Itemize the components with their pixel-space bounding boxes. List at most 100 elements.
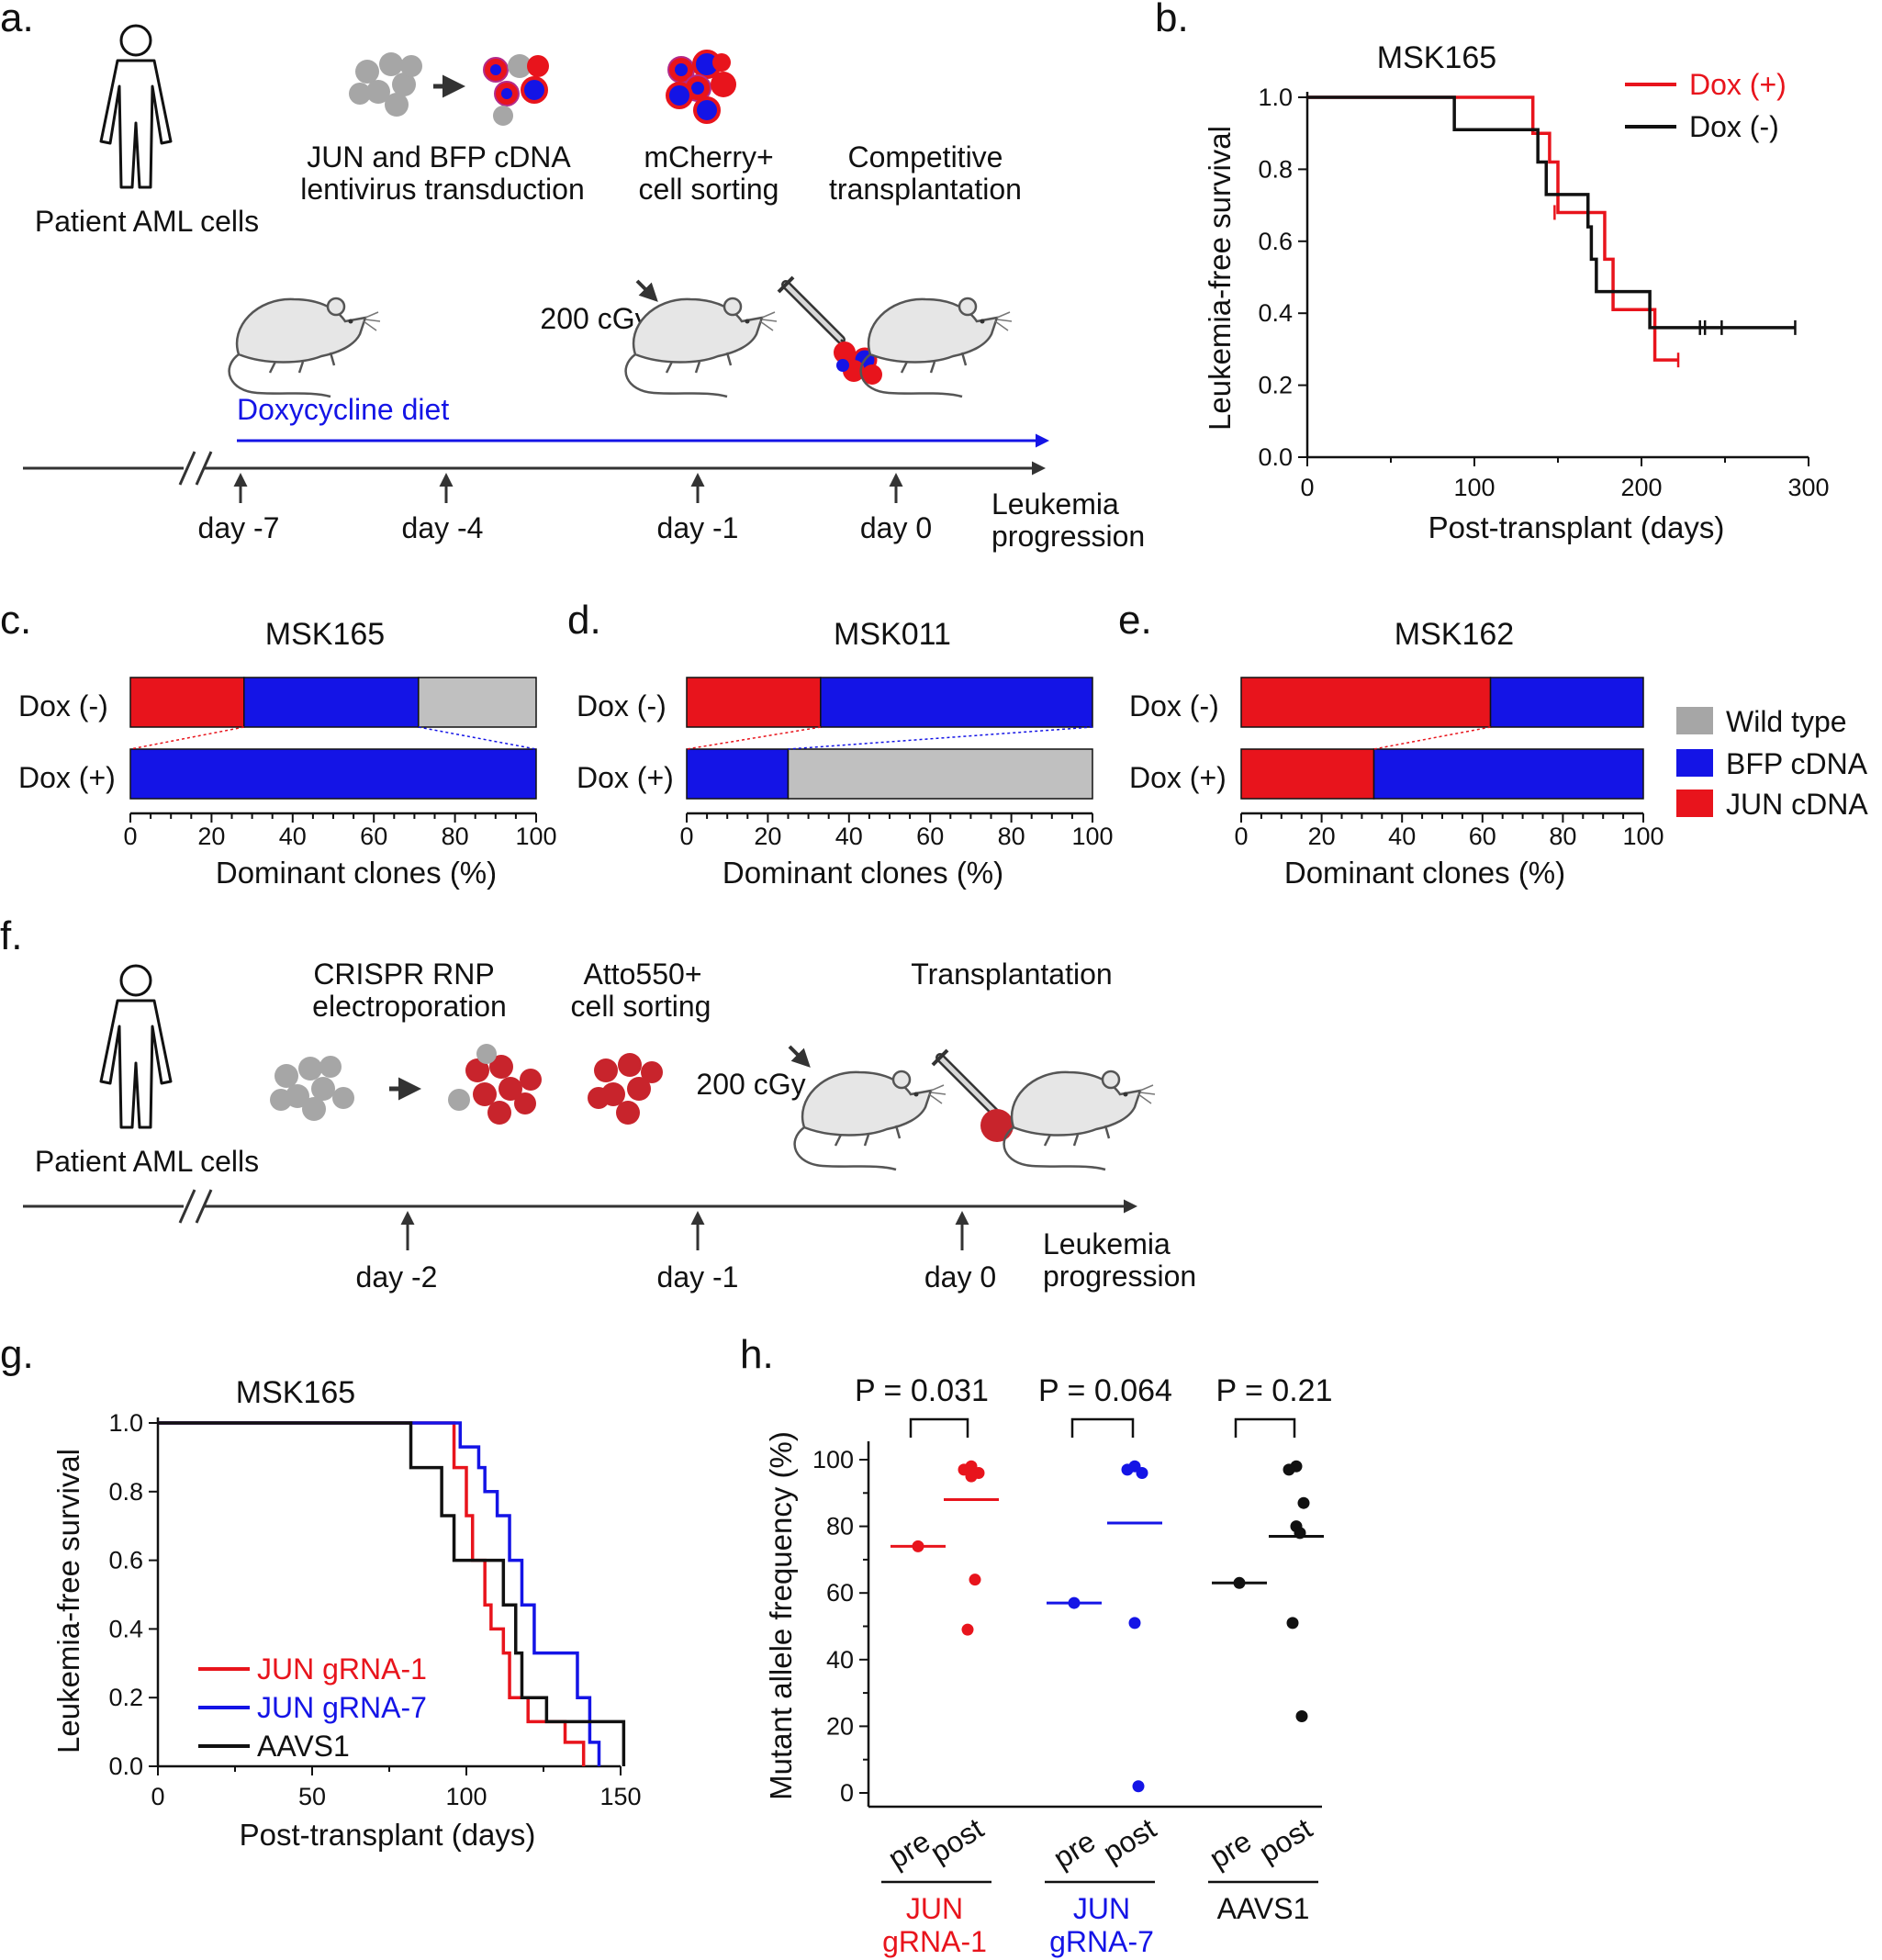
- significance-bracket: [909, 1417, 969, 1438]
- data-point: [1068, 1596, 1081, 1609]
- row-label: Dox (+): [18, 761, 116, 794]
- day-label: day -4: [402, 511, 484, 544]
- panel-e: e. MSK162 Dox (-) Dox (+) Dominant clone…: [1118, 598, 1664, 890]
- day-label: day 0: [924, 1260, 996, 1294]
- connector-line: [1373, 726, 1491, 750]
- y-tick-label: 0.0: [1258, 443, 1293, 471]
- connector-line: [418, 726, 537, 750]
- panel-h-label: h.: [740, 1332, 774, 1377]
- clone-legend: Wild type BFP cDNA JUN cDNA: [1676, 705, 1868, 821]
- bar-segment: [1240, 748, 1375, 800]
- patient-icon: [99, 964, 173, 1129]
- legend-label: BFP cDNA: [1726, 747, 1868, 780]
- end-label-line2: progression: [1043, 1260, 1196, 1293]
- panel-a-label: a.: [0, 0, 34, 40]
- patient-label: Patient AML cells: [35, 1145, 259, 1178]
- chart-g-ylabel: Leukemia-free survival: [51, 1449, 85, 1753]
- data-point: [1121, 1463, 1134, 1476]
- x-category-label: pre: [882, 1824, 935, 1875]
- p-value-label: P = 0.031: [855, 1373, 989, 1408]
- panel-f: f. Patient AML cells CRISPR RNP electrop…: [0, 913, 1196, 1294]
- y-tick-label: 0.4: [1258, 299, 1293, 327]
- data-point: [961, 1623, 974, 1636]
- data-point: [969, 1574, 981, 1586]
- data-point: [1233, 1576, 1246, 1589]
- x-category-label: pre: [1047, 1824, 1101, 1875]
- patient-label: Patient AML cells: [35, 205, 259, 238]
- transplanted-mouse-icon: [859, 297, 1014, 398]
- chart-e-plot: 0 20 40 60 80 100: [1234, 677, 1664, 850]
- p-value-label: P = 0.21: [1216, 1373, 1333, 1408]
- day-label: day -2: [356, 1260, 438, 1294]
- group-label: gRNA-1: [882, 1925, 987, 1958]
- legend-label: JUN gRNA-7: [257, 1691, 427, 1724]
- irradiation-label: 200 cGy: [696, 1068, 805, 1101]
- x-tick-label: 20: [197, 823, 225, 850]
- chart-g-xlabel: Post-transplant (days): [240, 1818, 536, 1852]
- connector-line: [129, 726, 244, 750]
- row-label: Dox (+): [1129, 761, 1227, 794]
- end-label-line1: Leukemia: [991, 487, 1119, 521]
- sorted-cell-cluster-icon: [666, 50, 736, 124]
- irradiation-label: 200 cGy: [540, 302, 649, 335]
- y-tick-label: 80: [826, 1513, 854, 1540]
- x-tick-label: 60: [916, 823, 944, 850]
- bar-segment: [686, 677, 822, 728]
- transplanted-mouse-icon: [1003, 1070, 1157, 1171]
- x-category-label: post: [924, 1811, 989, 1869]
- step1-line2: lentivirus transduction: [300, 173, 584, 206]
- gray-cell-cluster-icon: [270, 1056, 354, 1121]
- x-tick-label: 0: [1234, 823, 1248, 850]
- y-tick-label: 1.0: [1258, 84, 1293, 111]
- step1-line1: JUN and BFP cDNA: [307, 140, 571, 174]
- panel-e-label: e.: [1118, 598, 1152, 643]
- panel-c-label: c.: [0, 598, 31, 643]
- chart-b-xlabel: Post-transplant (days): [1428, 510, 1725, 544]
- group-label: JUN: [1073, 1892, 1130, 1925]
- edited-cell-cluster-icon: [448, 1044, 542, 1125]
- diet-label: Doxycycline diet: [237, 393, 449, 426]
- x-tick-label: 200: [1620, 474, 1662, 501]
- x-tick-label: 40: [279, 823, 307, 850]
- x-category-label: post: [1253, 1811, 1317, 1869]
- y-tick-label: 0.4: [108, 1615, 143, 1642]
- chart-c-xlabel: Dominant clones (%): [216, 856, 497, 890]
- panel-b: b. MSK165 Leukemia-free survival Post-tr…: [1155, 0, 1830, 544]
- series-line: [1307, 95, 1679, 362]
- chart-g-axes: 0 50 100 150 0.0 0.2 0.4 0.6 0.8 1.0: [108, 1409, 641, 1810]
- mouse-icon: [228, 297, 382, 398]
- sorted-cell-cluster-icon: [588, 1053, 663, 1125]
- panel-a: a. Patient AML cells JUN and BF: [0, 0, 1145, 553]
- x-tick-label: 0: [1300, 474, 1314, 501]
- irradiation-arrow-icon: [635, 279, 658, 302]
- step3-line1: Competitive: [848, 140, 1003, 174]
- x-tick-label: 80: [1549, 823, 1576, 850]
- x-tick-label: 50: [298, 1783, 326, 1810]
- bar-segment: [1240, 677, 1492, 728]
- step2-line2: cell sorting: [571, 990, 711, 1023]
- chart-g-legend: JUN gRNA-1 JUN gRNA-7 AAVS1: [198, 1652, 427, 1763]
- bar-segment: [129, 677, 245, 728]
- legend-swatch-wild-type: [1676, 707, 1713, 734]
- end-label-line1: Leukemia: [1043, 1227, 1171, 1260]
- injected-cells-icon: [980, 1109, 1014, 1142]
- bar-segment: [129, 748, 537, 800]
- chart-b-title: MSK165: [1377, 40, 1496, 75]
- y-tick-label: 0.8: [1258, 155, 1293, 183]
- bar-segment: [820, 677, 1093, 728]
- chart-d-xlabel: Dominant clones (%): [723, 856, 1003, 890]
- bar-segment: [787, 748, 1093, 800]
- chart-b-axes: 0 100 200 300 0.0 0.2 0.4 0.6 0.8 1.0: [1258, 84, 1829, 501]
- y-tick-label: 40: [826, 1646, 854, 1674]
- step1-line1: CRISPR RNP: [313, 958, 494, 991]
- axis-break-icon: [178, 1189, 213, 1224]
- series-line: [1307, 95, 1796, 330]
- row-label: Dox (-): [577, 689, 667, 722]
- legend-swatch-bfp: [1676, 749, 1713, 777]
- data-point: [1286, 1617, 1299, 1630]
- panel-g-label: g.: [0, 1332, 34, 1377]
- y-tick-label: 0.8: [108, 1478, 143, 1506]
- legend-label: JUN gRNA-1: [257, 1652, 427, 1686]
- day-label: day 0: [860, 511, 932, 544]
